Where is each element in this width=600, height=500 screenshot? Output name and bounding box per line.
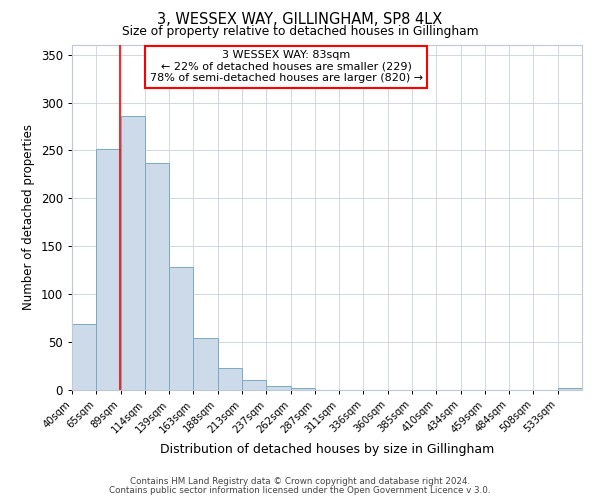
Bar [72,324,96,390]
Text: 3, WESSEX WAY, GILLINGHAM, SP8 4LX: 3, WESSEX WAY, GILLINGHAM, SP8 4LX [157,12,443,28]
Bar [121,116,145,390]
Y-axis label: Number of detached properties: Number of detached properties [22,124,35,310]
Bar [242,380,266,390]
Bar [96,150,121,390]
X-axis label: Distribution of detached houses by size in Gillingham: Distribution of detached houses by size … [160,443,494,456]
Bar [145,163,169,390]
Bar [169,268,193,390]
Bar [290,388,315,390]
Bar [266,386,290,390]
Bar [558,388,582,390]
Bar [218,368,242,390]
Text: 3 WESSEX WAY: 83sqm
← 22% of detached houses are smaller (229)
78% of semi-detac: 3 WESSEX WAY: 83sqm ← 22% of detached ho… [149,50,423,84]
Text: Contains public sector information licensed under the Open Government Licence v : Contains public sector information licen… [109,486,491,495]
Text: Contains HM Land Registry data © Crown copyright and database right 2024.: Contains HM Land Registry data © Crown c… [130,477,470,486]
Bar [193,338,218,390]
Text: Size of property relative to detached houses in Gillingham: Size of property relative to detached ho… [122,25,478,38]
